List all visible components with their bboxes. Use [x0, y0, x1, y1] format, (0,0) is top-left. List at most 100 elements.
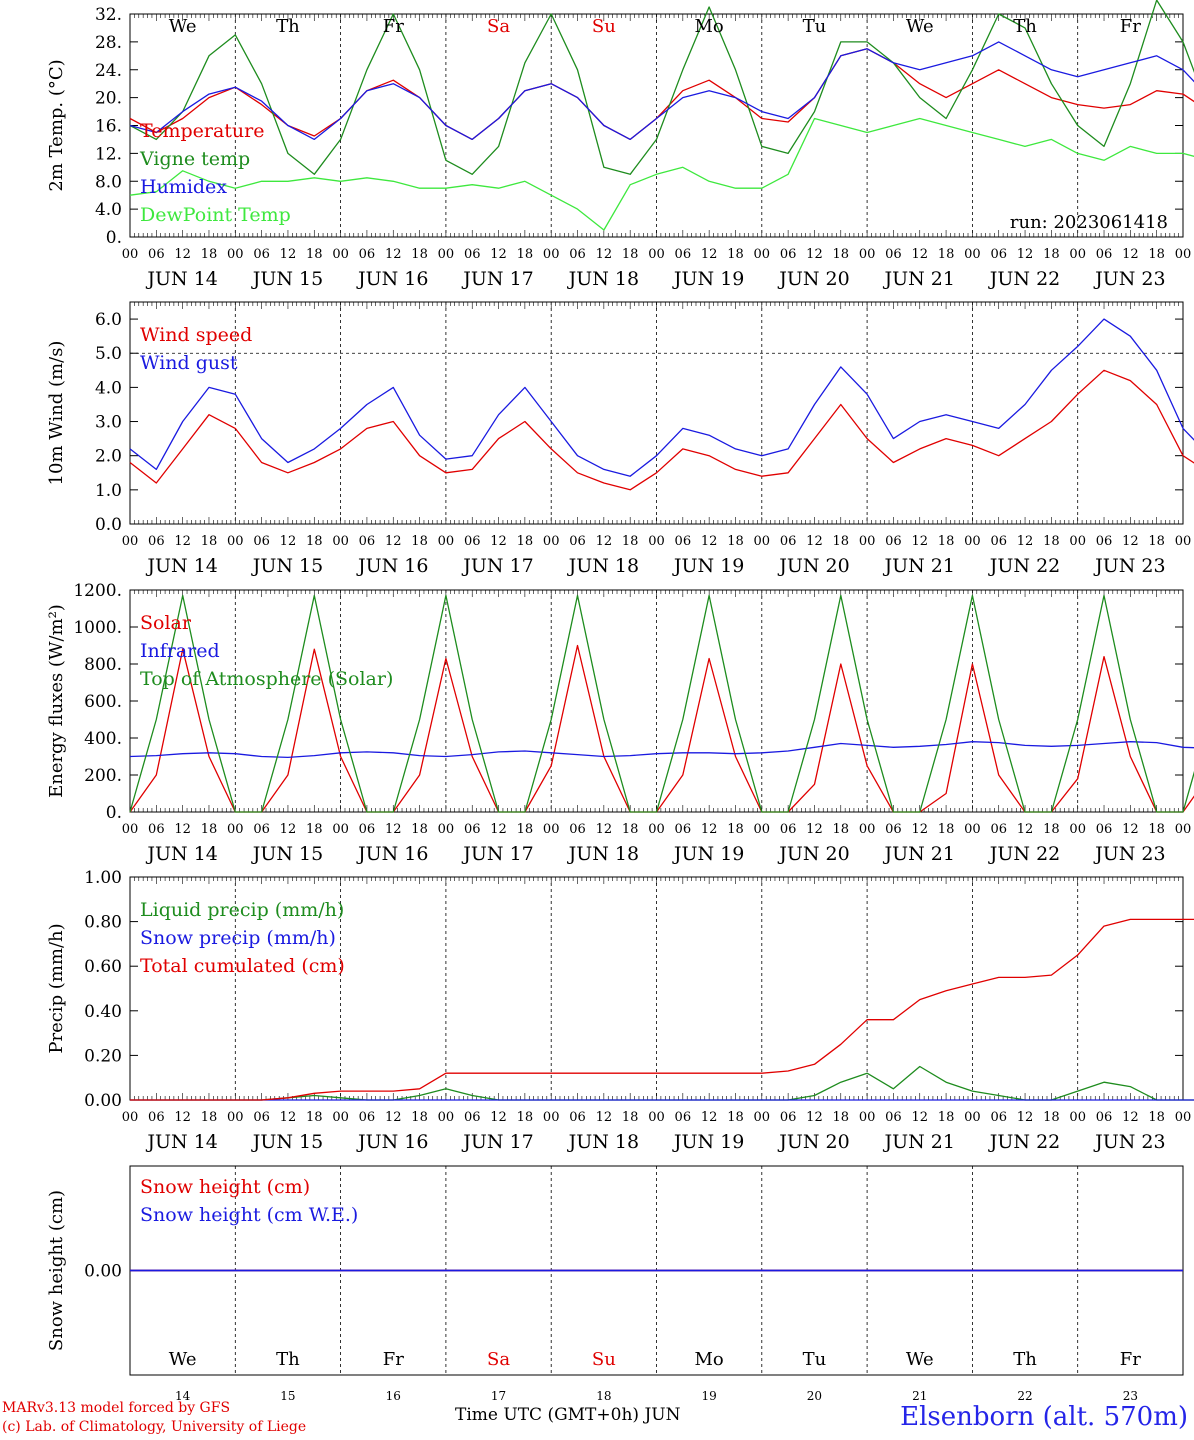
hour-label: 12: [701, 822, 718, 837]
hour-label: 06: [885, 534, 902, 549]
y-tick-label: 4.0: [95, 200, 122, 220]
date-label: JUN 14: [145, 1131, 217, 1153]
y-tick-label: 0.20: [84, 1046, 122, 1066]
hour-label: 18: [1148, 1110, 1165, 1125]
weekday-label-top: Fr: [1120, 16, 1141, 37]
y-tick-label: 600.: [84, 692, 122, 712]
hour-label: 18: [306, 534, 323, 549]
weekday-label-bottom: We: [906, 1349, 934, 1370]
series-line-infrared: [129, 741, 1194, 759]
hour-label: 12: [911, 822, 928, 837]
hour-label: 00: [648, 247, 665, 262]
hour-label: 00: [227, 822, 244, 837]
date-label: JUN 22: [988, 268, 1060, 290]
hour-label: 12: [806, 822, 823, 837]
hour-label: 06: [990, 534, 1007, 549]
y-tick-label: 800.: [84, 655, 122, 675]
series-line-vigne-temp: [129, 0, 1194, 175]
hour-label: 00: [332, 1110, 349, 1125]
weekday-label-top: Th: [1013, 16, 1037, 37]
hour-label: 00: [964, 1110, 981, 1125]
hour-label: 00: [964, 822, 981, 837]
weekday-label-top: Mo: [695, 16, 724, 37]
hour-label: 18: [1148, 822, 1165, 837]
hour-label: 00: [1069, 1110, 1086, 1125]
date-label: JUN 20: [777, 555, 849, 577]
legend-entry: Total cumulated (cm): [140, 955, 345, 977]
hour-label: 06: [464, 534, 481, 549]
y-axis-label: Energy fluxes (W/m²): [46, 604, 67, 798]
hour-label: 18: [1043, 247, 1060, 262]
hour-label: 00: [964, 247, 981, 262]
date-label: JUN 14: [145, 268, 217, 290]
hour-label: 06: [148, 534, 165, 549]
date-label: JUN 21: [883, 555, 955, 577]
hour-label: 06: [253, 534, 270, 549]
legend-entry: Infrared: [140, 640, 220, 662]
hour-label: 00: [859, 247, 876, 262]
y-axis-label: Precip (mm/h): [46, 923, 67, 1053]
legend-entry: Liquid precip (mm/h): [140, 899, 344, 921]
y-tick-label: 0.00: [84, 1262, 122, 1282]
hour-label: 12: [490, 822, 507, 837]
hour-label: 18: [517, 534, 534, 549]
hour-label: 18: [306, 1110, 323, 1125]
hour-label: 06: [1096, 534, 1113, 549]
lab-credit: (c) Lab. of Climatology, University of L…: [2, 1419, 307, 1435]
hour-label: 06: [464, 822, 481, 837]
hour-label: 18: [938, 822, 955, 837]
y-tick-label: 28.: [95, 33, 122, 53]
weekday-label-top: We: [169, 16, 197, 37]
hour-label: 18: [622, 247, 639, 262]
date-label: JUN 15: [251, 268, 323, 290]
legend-entry: DewPoint Temp: [140, 204, 291, 226]
hour-label: 12: [280, 822, 297, 837]
legend-entry: Snow height (cm): [140, 1176, 310, 1198]
hour-label: 06: [569, 247, 586, 262]
hour-label: 12: [490, 1110, 507, 1125]
y-tick-label: 0.00: [84, 1091, 122, 1111]
day-number-label: 23: [1123, 1389, 1138, 1403]
hour-label: 06: [780, 822, 797, 837]
hour-label: 06: [359, 247, 376, 262]
hour-label: 06: [780, 1110, 797, 1125]
date-label: JUN 20: [777, 1131, 849, 1153]
hour-label: 00: [332, 822, 349, 837]
date-label: JUN 23: [1093, 555, 1165, 577]
hour-label: 00: [543, 822, 560, 837]
hour-label: 12: [280, 534, 297, 549]
weekday-label-top: We: [906, 16, 934, 37]
hour-label: 18: [517, 1110, 534, 1125]
hour-label: 12: [701, 534, 718, 549]
weekday-label-bottom: Mo: [695, 1349, 724, 1370]
hour-label: 18: [833, 534, 850, 549]
legend-entry: Snow height (cm W.E.): [140, 1204, 358, 1226]
series-line-wind-speed: [129, 369, 1194, 491]
y-tick-label: 0.40: [84, 1002, 122, 1022]
hour-label: 12: [385, 822, 402, 837]
series-line-temperature: [129, 48, 1194, 141]
legend-entry: Vigne temp: [139, 148, 250, 170]
hour-label: 00: [1069, 247, 1086, 262]
hour-label: 00: [1175, 1110, 1192, 1125]
hour-label: 06: [1096, 1110, 1113, 1125]
y-tick-label: 1.00: [84, 868, 122, 888]
hour-label: 12: [280, 247, 297, 262]
hour-label: 06: [148, 1110, 165, 1125]
hour-label: 12: [596, 1110, 613, 1125]
hour-label: 00: [438, 247, 455, 262]
date-label: JUN 16: [356, 268, 428, 290]
hour-label: 00: [332, 247, 349, 262]
hour-label: 06: [359, 534, 376, 549]
hour-label: 18: [1043, 1110, 1060, 1125]
hour-label: 00: [859, 534, 876, 549]
date-label: JUN 19: [672, 555, 744, 577]
hour-label: 00: [1175, 822, 1192, 837]
hour-label: 00: [438, 822, 455, 837]
day-number-label: 14: [175, 1389, 191, 1403]
date-label: JUN 21: [883, 268, 955, 290]
hour-label: 12: [1122, 822, 1139, 837]
hour-label: 00: [1175, 534, 1192, 549]
hour-label: 00: [543, 534, 560, 549]
hour-label: 18: [1148, 534, 1165, 549]
